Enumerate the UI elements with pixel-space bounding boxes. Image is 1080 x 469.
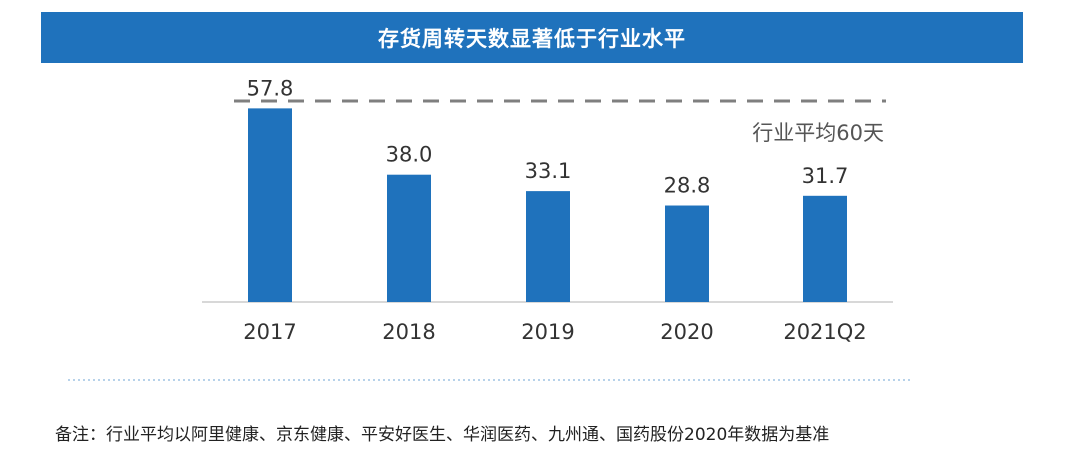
bar-2021Q2 bbox=[803, 195, 847, 302]
footnote: 备注：行业平均以阿里健康、京东健康、平安好医生、华润医药、九州通、国药股份202… bbox=[55, 425, 830, 445]
bar-2019 bbox=[526, 191, 570, 302]
data-label-2018: 38.0 bbox=[386, 143, 433, 167]
bar-2020 bbox=[665, 205, 709, 302]
reference-line-label: 行业平均60天 bbox=[752, 121, 884, 145]
x-tick-label-2019: 2019 bbox=[521, 320, 574, 344]
data-label-2019: 33.1 bbox=[525, 159, 572, 183]
bar-2018 bbox=[387, 174, 431, 302]
x-tick-label-2017: 2017 bbox=[243, 320, 296, 344]
data-label-2021Q2: 31.7 bbox=[802, 164, 849, 188]
x-tick-label-2020: 2020 bbox=[660, 320, 713, 344]
data-label-2020: 28.8 bbox=[664, 174, 711, 198]
bar-2017 bbox=[248, 108, 292, 303]
x-tick-label-2021Q2: 2021Q2 bbox=[783, 320, 866, 344]
data-label-2017: 57.8 bbox=[247, 76, 294, 100]
chart-title: 存货周转天数显著低于行业水平 bbox=[41, 12, 1023, 63]
x-tick-label-2018: 2018 bbox=[382, 320, 435, 344]
